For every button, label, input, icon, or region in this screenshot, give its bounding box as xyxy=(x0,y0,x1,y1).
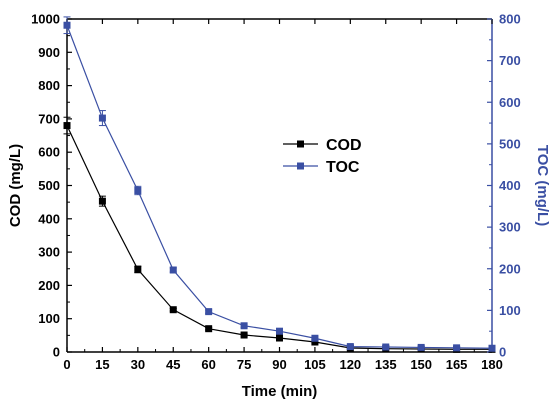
series-line-cod xyxy=(66,125,492,350)
x-tick-label: 165 xyxy=(446,357,468,372)
data-point-cod xyxy=(240,331,248,339)
y-left-tick-label: 400 xyxy=(38,211,60,226)
data-point-toc xyxy=(169,266,177,274)
data-point-toc xyxy=(453,344,461,352)
y-left-tick-label: 900 xyxy=(38,45,60,60)
y-right-tick-label: 300 xyxy=(499,220,521,235)
data-point-cod xyxy=(134,265,142,273)
data-point-cod xyxy=(205,325,213,333)
y-right-tick-label: 600 xyxy=(499,95,521,110)
y-right-axis-title: TOC (mg/L) xyxy=(534,145,549,226)
y-right-tick-label: 800 xyxy=(499,12,521,27)
y-left-tick-label: 700 xyxy=(38,111,60,126)
x-tick-label: 105 xyxy=(304,357,326,372)
data-point-cod xyxy=(311,338,319,346)
data-point-cod xyxy=(63,122,71,130)
data-point-toc xyxy=(205,308,213,316)
legend-marker xyxy=(297,162,304,170)
y-left-tick-label: 100 xyxy=(38,311,60,326)
y-left-tick-label: 800 xyxy=(38,78,60,93)
y-left-tick-label: 600 xyxy=(38,145,60,160)
y-left-tick-label: 500 xyxy=(38,178,60,193)
x-tick-label: 180 xyxy=(481,357,503,372)
data-point-toc xyxy=(63,21,71,29)
y-right-tick-label: 200 xyxy=(499,261,521,276)
data-point-toc xyxy=(134,186,142,194)
y-left-tick-label: 200 xyxy=(38,278,60,293)
series-toc xyxy=(63,16,496,352)
data-point-toc xyxy=(311,334,319,342)
series-layer xyxy=(63,16,496,353)
legend-item-cod: COD xyxy=(283,137,362,154)
y-left-tick-label: 300 xyxy=(38,245,60,260)
data-point-cod xyxy=(98,197,106,205)
data-point-toc xyxy=(98,114,106,122)
data-point-toc xyxy=(417,343,425,351)
data-point-toc xyxy=(346,343,354,351)
legend: COD TOC xyxy=(283,137,362,176)
data-point-cod xyxy=(276,334,283,342)
x-axis-title: Time (min) xyxy=(242,383,318,400)
axes: 0 15 30 45 60 75 90 105 120 135 150 165 180010020030… xyxy=(7,12,549,401)
x-tick-label: 120 xyxy=(339,357,361,372)
x-tick-label: 60 xyxy=(201,357,215,372)
x-tick-label: 30 xyxy=(131,357,145,372)
data-point-cod xyxy=(169,306,177,314)
y-right-tick-label: 100 xyxy=(499,303,521,318)
series-line-toc xyxy=(66,25,493,349)
x-tick-label: 135 xyxy=(375,357,397,372)
y-right-tick-label: 500 xyxy=(499,136,521,151)
data-point-toc xyxy=(488,344,496,352)
legend-label: COD xyxy=(326,137,362,154)
legend-label: TOC xyxy=(326,159,360,176)
y-left-tick-label: 1000 xyxy=(31,12,60,27)
x-tick-label: 150 xyxy=(410,357,432,372)
x-tick-label: 75 xyxy=(237,357,251,372)
data-point-toc xyxy=(382,343,390,351)
x-tick-label: 15 xyxy=(95,357,109,372)
x-tick-label: 45 xyxy=(166,357,180,372)
x-tick-label: 0 xyxy=(63,357,70,372)
y-right-tick-label: 400 xyxy=(499,178,521,193)
series-cod xyxy=(63,116,496,353)
data-point-toc xyxy=(276,327,283,335)
y-right-tick-label: 700 xyxy=(499,53,521,68)
x-tick-label: 90 xyxy=(272,357,286,372)
legend-marker xyxy=(297,140,304,148)
legend-item-toc: TOC xyxy=(283,159,360,176)
y-left-tick-label: 0 xyxy=(53,345,60,360)
data-point-toc xyxy=(240,322,248,330)
y-right-tick-label: 0 xyxy=(499,345,506,360)
y-left-axis-title: COD (mg/L) xyxy=(7,144,24,227)
